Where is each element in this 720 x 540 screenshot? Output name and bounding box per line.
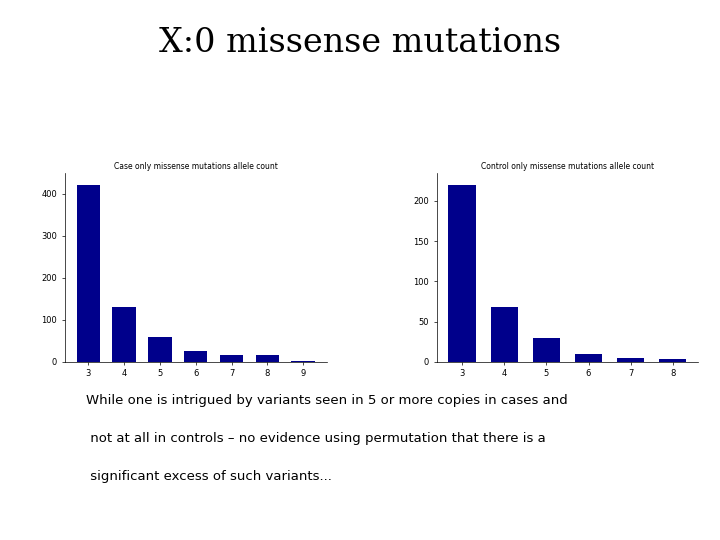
Title: Control only missense mutations allele count: Control only missense mutations allele c…	[481, 161, 654, 171]
Bar	[659, 359, 686, 362]
Bar	[77, 185, 100, 362]
Bar	[292, 361, 315, 362]
Bar	[490, 307, 518, 362]
Bar	[449, 185, 476, 362]
Text: significant excess of such variants...: significant excess of such variants...	[86, 470, 332, 483]
Bar	[533, 338, 560, 362]
Bar	[220, 355, 243, 362]
Bar	[617, 358, 644, 362]
Text: not at all in controls – no evidence using permutation that there is a: not at all in controls – no evidence usi…	[86, 432, 546, 445]
Bar	[112, 307, 136, 362]
Bar	[148, 336, 171, 362]
Bar	[184, 352, 207, 362]
Bar	[256, 355, 279, 362]
Text: While one is intrigued by variants seen in 5 or more copies in cases and: While one is intrigued by variants seen …	[86, 394, 568, 407]
Text: X:0 missense mutations: X:0 missense mutations	[159, 27, 561, 59]
Title: Case only missense mutations allele count: Case only missense mutations allele coun…	[114, 161, 278, 171]
Bar	[575, 354, 602, 362]
